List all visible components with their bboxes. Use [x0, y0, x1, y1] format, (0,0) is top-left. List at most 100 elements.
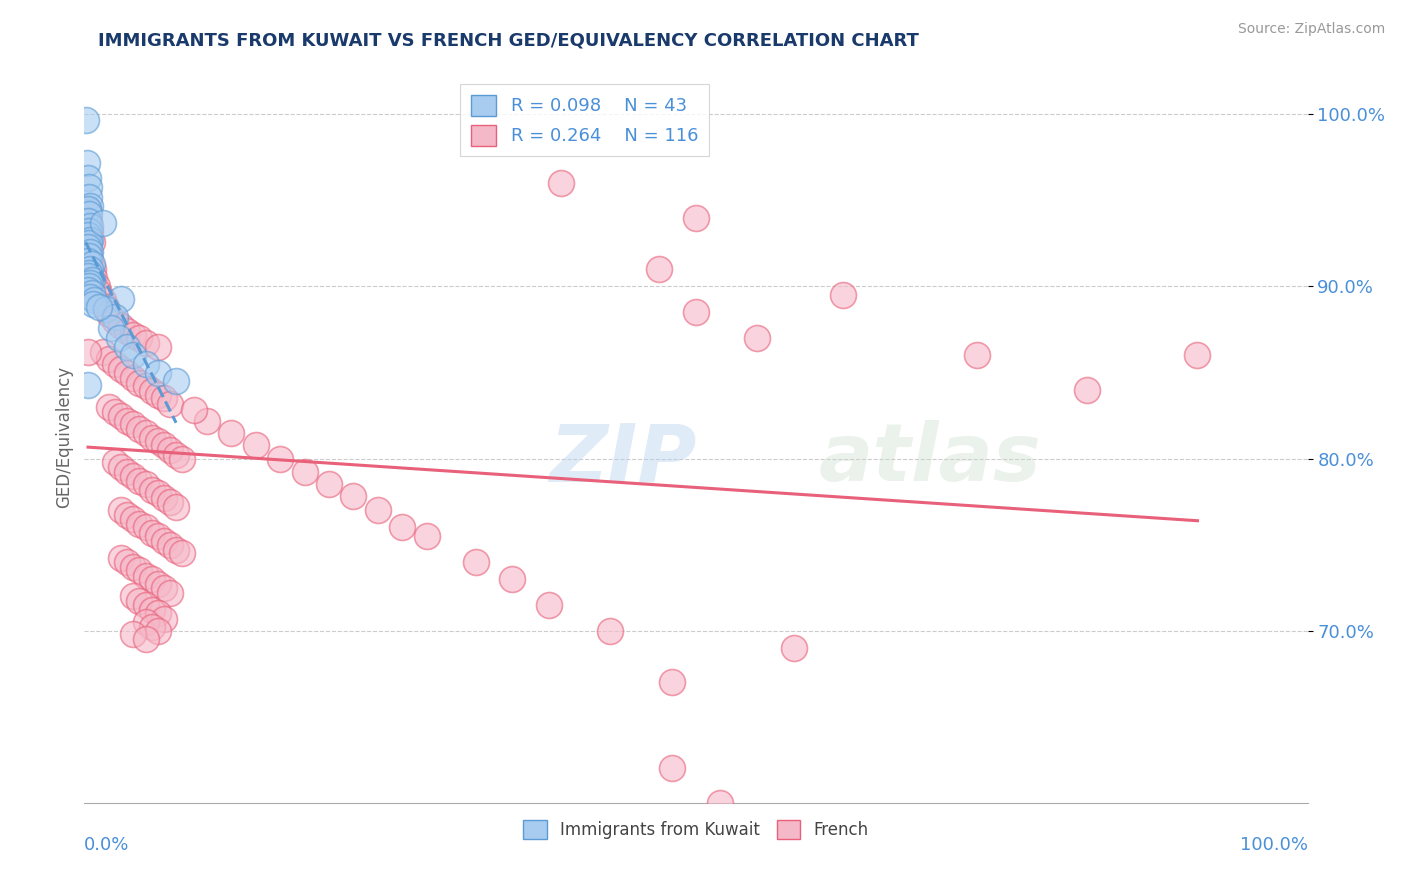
Point — [1076, 383, 1098, 397]
Point — [100, 320, 122, 334]
Point — [115, 414, 138, 428]
Point — [599, 624, 621, 638]
Point — [75, 112, 97, 127]
Text: IMMIGRANTS FROM KUWAIT VS FRENCH GED/EQUIVALENCY CORRELATION CHART: IMMIGRANTS FROM KUWAIT VS FRENCH GED/EQU… — [98, 31, 920, 49]
Point — [91, 216, 114, 230]
Point — [110, 551, 132, 566]
Point — [135, 568, 157, 582]
Point — [165, 500, 187, 514]
Point — [86, 279, 108, 293]
Point — [110, 409, 132, 423]
Point — [122, 560, 145, 574]
Point — [77, 377, 100, 392]
Point — [107, 331, 129, 345]
Point — [97, 351, 120, 366]
Point — [79, 245, 101, 260]
Point — [77, 207, 100, 221]
Point — [135, 357, 157, 371]
Point — [77, 190, 100, 204]
Point — [153, 438, 176, 452]
Point — [82, 296, 104, 310]
Point — [77, 202, 100, 216]
Point — [146, 607, 169, 621]
Point — [342, 490, 364, 504]
Point — [122, 417, 145, 432]
Point — [135, 520, 157, 534]
Point — [685, 305, 707, 319]
Point — [110, 362, 132, 376]
Point — [122, 512, 145, 526]
Point — [77, 245, 100, 260]
Point — [183, 403, 205, 417]
Point — [416, 529, 439, 543]
Point — [77, 248, 100, 262]
Point — [159, 586, 181, 600]
Point — [141, 620, 163, 634]
Point — [79, 198, 101, 212]
Point — [122, 468, 145, 483]
Point — [128, 376, 150, 390]
Point — [146, 434, 169, 449]
Point — [141, 603, 163, 617]
Point — [110, 319, 132, 334]
Point — [122, 627, 145, 641]
Point — [966, 348, 988, 362]
Point — [77, 171, 100, 186]
Point — [165, 542, 187, 557]
Point — [77, 202, 100, 216]
Text: atlas: atlas — [818, 420, 1040, 498]
Point — [122, 589, 145, 603]
Point — [172, 451, 194, 466]
Point — [165, 448, 187, 462]
Point — [831, 288, 853, 302]
Point — [159, 494, 181, 508]
Point — [122, 327, 145, 342]
Point — [115, 340, 138, 354]
Point — [709, 796, 731, 810]
Point — [141, 572, 163, 586]
Point — [135, 379, 157, 393]
Point — [115, 555, 138, 569]
Point — [128, 564, 150, 578]
Point — [141, 525, 163, 540]
Point — [77, 236, 100, 251]
Point — [83, 293, 105, 308]
Point — [80, 235, 103, 249]
Point — [747, 331, 769, 345]
Point — [195, 414, 218, 428]
Point — [153, 581, 176, 595]
Point — [79, 219, 101, 234]
Point — [146, 624, 169, 638]
Point — [77, 179, 100, 194]
Point — [97, 307, 120, 321]
Point — [110, 460, 132, 475]
Point — [79, 262, 101, 277]
Point — [269, 451, 291, 466]
Point — [141, 483, 163, 497]
Point — [153, 612, 176, 626]
Point — [77, 214, 100, 228]
Point — [685, 830, 707, 845]
Point — [391, 520, 413, 534]
Point — [96, 300, 118, 314]
Point — [122, 370, 145, 384]
Text: 100.0%: 100.0% — [1240, 836, 1308, 854]
Point — [550, 176, 572, 190]
Point — [110, 503, 132, 517]
Point — [96, 301, 118, 316]
Point — [79, 233, 101, 247]
Point — [128, 422, 150, 436]
Point — [661, 675, 683, 690]
Point — [77, 253, 100, 268]
Point — [165, 374, 187, 388]
Point — [1187, 348, 1209, 362]
Point — [104, 314, 127, 328]
Point — [135, 336, 157, 351]
Point — [172, 546, 194, 560]
Point — [77, 214, 100, 228]
Point — [146, 388, 169, 402]
Point — [77, 269, 100, 284]
Point — [245, 438, 267, 452]
Point — [87, 300, 110, 314]
Point — [77, 266, 100, 280]
